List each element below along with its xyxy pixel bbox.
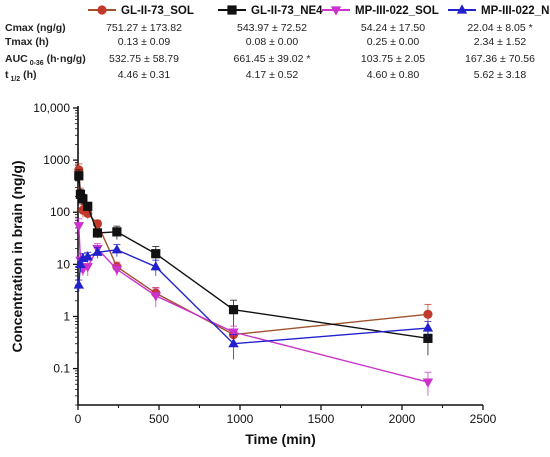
table-cell: 103.75 ± 2.05 [361,53,425,65]
data-point [75,258,86,268]
legend-label: GL-II-73_NE4 [251,5,323,17]
table-cell: 2.34 ± 1.52 [474,36,527,48]
data-point [73,222,85,232]
legend-item: GL-II-73_NE4 [218,5,323,17]
y-tick-label: 10,000 [33,101,70,115]
x-tick-label: 2500 [470,412,497,426]
table-cell: 4.60 ± 0.80 [367,69,420,81]
table-row-label: t 1/2 (h) [5,69,37,83]
table-cell: 543.97 ± 72.52 [237,22,307,34]
table-row: AUC 0-36 (h·ng/g) 532.75 ± 58.79 661.45 ± … [5,53,535,67]
data-point [422,378,434,388]
y-tick-label: 10 [57,257,71,271]
series-line [78,249,428,345]
table-cell: 5.62 ± 3.18 [474,69,527,81]
data-point [74,171,84,181]
table-cell: 54.24 ± 17.50 [361,22,425,34]
table-row-label: AUC 0-36 (h·ng/g) [5,53,86,67]
x-tick-label: 500 [149,412,169,426]
y-axis-title: Concentration in brain (ng/g) [9,160,25,352]
y-tick-label: 100 [50,205,70,219]
legend: GL-II-73_SOL GL-II-73_NE4 MP-III-022_SOL MP… [88,4,550,17]
table-row-label: Cmax (ng/g) [5,22,66,34]
table-cell: 0.08 ± 0.00 [246,36,299,48]
legend-item: MP-III-022_NE4 [448,4,550,17]
series-layer [73,163,434,396]
x-tick-label: 1000 [227,412,254,426]
table-cell: 22.04 ± 8.05 * [467,22,532,34]
data-point [112,227,122,237]
x-tick-label: 2000 [389,412,416,426]
data-point [78,194,88,204]
legend-label: MP-III-022_SOL [355,5,439,17]
data-point [423,333,433,343]
y-tick-label: 1 [63,309,70,323]
legend-marker-square [227,5,237,15]
table-row: Cmax (ng/g) 751.27 ± 173.82 543.97 ± 72.52… [5,22,533,34]
legend-marker-circle [97,5,107,15]
table-row: Tmax (h) 0.13 ± 0.09 0.08 ± 0.00 0.25 ± 0.0… [5,36,526,48]
series [74,169,433,356]
table-cell: 532.75 ± 58.79 [109,53,179,65]
pk-parameter-table: Cmax (ng/g) 751.27 ± 173.82 543.97 ± 72.52… [5,22,535,83]
x-tick-label: 0 [75,412,82,426]
data-point [83,201,93,211]
data-point [92,246,103,256]
series [74,163,433,341]
table-cell: 4.17 ± 0.52 [246,69,299,81]
table-cell: 751.27 ± 173.82 [106,22,182,34]
data-point [150,292,161,302]
data-point [92,228,103,238]
data-point [111,265,123,275]
x-axis-title: Time (min) [245,431,316,447]
data-point [423,309,433,319]
data-point [82,263,93,273]
legend-marker-triangle-up [456,4,468,14]
legend-label: MP-III-022_NE4 [481,5,550,17]
axes: 0 500 1000 1500 2000 2500 10,000 1000 100 10 1 0.1 T… [9,101,497,447]
table-cell: 661.45 ± 39.02 * [234,53,311,65]
x-tick-label: 1500 [308,412,335,426]
series [73,218,434,396]
series [73,244,434,360]
table-cell: 0.13 ± 0.09 [118,36,171,48]
y-tick-label: 1000 [43,153,70,167]
data-point [150,261,161,271]
data-point [82,251,93,261]
data-point [422,322,434,332]
legend-marker-triangle-down [330,6,342,16]
data-point [228,305,239,315]
data-point [228,338,239,348]
table-cell: 0.25 ± 0.00 [367,36,420,48]
series-line [78,225,429,383]
table-cell: 4.46 ± 0.31 [118,69,171,81]
data-point [73,279,85,289]
data-point [151,249,161,259]
legend-item: MP-III-022_SOL [322,5,439,17]
table-row: t 1/2 (h) 4.46 ± 0.31 4.17 ± 0.52 4.60 ± 0.… [5,69,526,83]
legend-label: GL-II-73_SOL [121,5,194,17]
table-row-label: Tmax (h) [5,36,49,48]
table-cell: 167.36 ± 70.56 [465,53,535,65]
data-point [111,244,123,254]
series-line [78,169,428,336]
y-tick-label: 0.1 [53,362,70,376]
series-line [78,175,429,340]
legend-item: GL-II-73_SOL [88,5,194,17]
data-point [228,328,239,338]
